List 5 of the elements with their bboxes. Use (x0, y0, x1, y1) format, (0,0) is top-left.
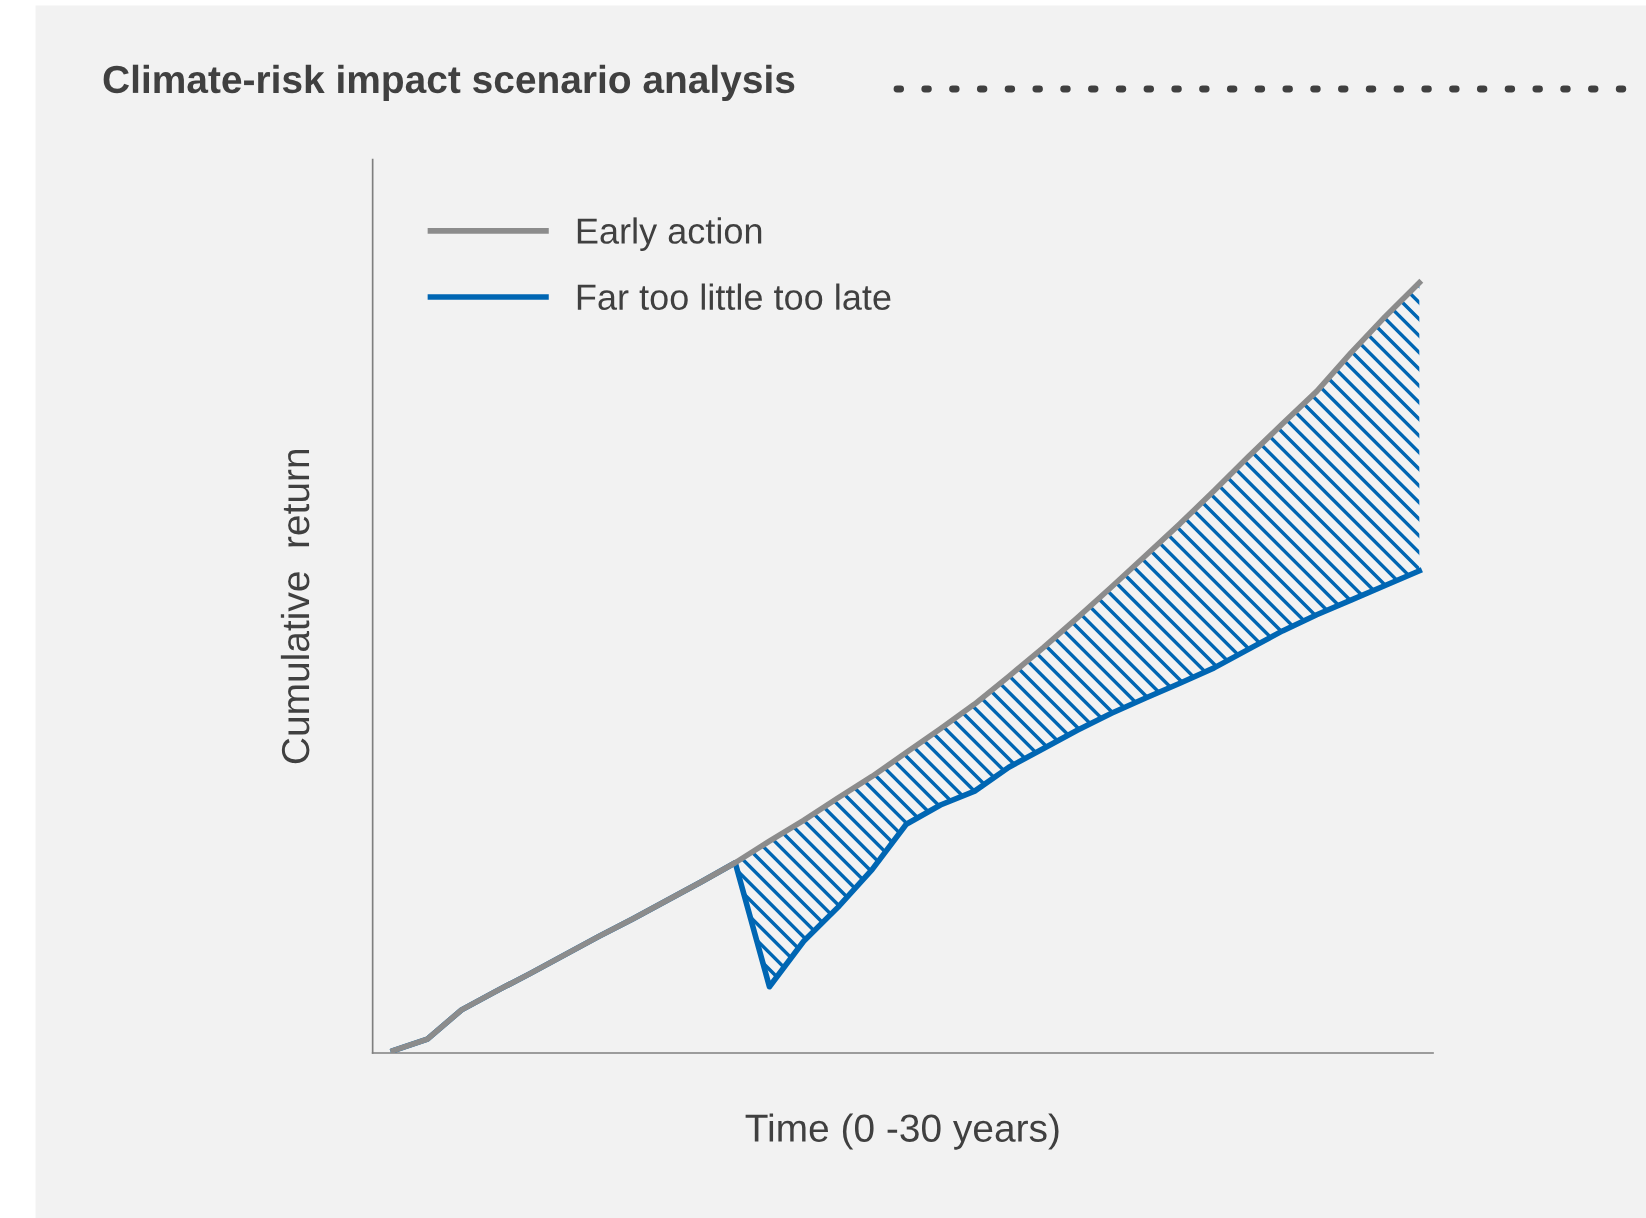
y-axis-title: Cumulative return (280, 449, 310, 764)
legend-label: Early action (577, 217, 762, 251)
x-axis-title: Time (0 -30 years) (745, 1113, 1059, 1150)
chart-title: Climate-risk impact scenario analysis (103, 64, 795, 101)
legend-label: Far too little too late (577, 283, 891, 311)
